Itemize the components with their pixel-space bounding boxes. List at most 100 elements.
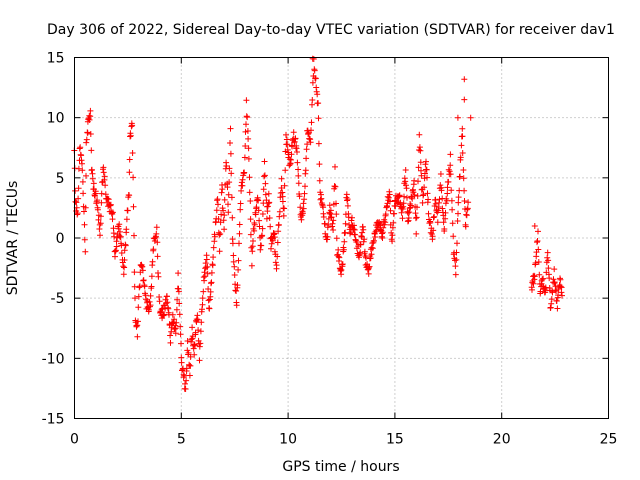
data-point [100, 169, 107, 176]
data-point [417, 147, 424, 154]
data-point [279, 198, 286, 205]
data-point [156, 298, 163, 305]
data-point [529, 286, 535, 293]
data-point [558, 284, 565, 291]
data-point [387, 198, 393, 205]
data-point [551, 266, 558, 273]
data-point [219, 186, 226, 193]
data-point [262, 191, 269, 198]
data-point [415, 164, 422, 171]
data-point [189, 324, 196, 331]
data-point [147, 302, 154, 309]
data-point [75, 165, 82, 172]
data-point [203, 256, 210, 263]
data-point [282, 167, 289, 174]
data-point [220, 207, 227, 214]
data-point [283, 131, 289, 138]
data-point [531, 273, 538, 280]
data-point [292, 135, 299, 142]
data-point [259, 225, 266, 232]
data-point [327, 207, 334, 214]
data-point [455, 210, 461, 217]
data-point [548, 300, 555, 307]
data-point [75, 185, 82, 192]
data-point [248, 244, 255, 251]
data-point [228, 194, 235, 201]
data-point [317, 196, 324, 203]
data-point [172, 330, 179, 337]
data-point [242, 143, 249, 149]
data-point [331, 183, 338, 190]
data-point [135, 293, 142, 300]
data-point [200, 288, 207, 295]
data-point [153, 224, 160, 231]
data-point [454, 240, 460, 247]
data-point [326, 202, 333, 209]
grid [74, 57, 609, 419]
data-point [288, 151, 295, 158]
x-tick-label: 0 [70, 432, 79, 448]
data-point [535, 246, 542, 253]
data-point [246, 174, 253, 181]
data-point [252, 211, 259, 218]
data-point [421, 184, 428, 191]
data-point [251, 221, 258, 228]
data-point [256, 223, 263, 230]
y-axis-label: SDTVAR / TECUs [5, 181, 21, 296]
data-point [309, 97, 316, 103]
data-point [255, 207, 262, 214]
data-point [341, 238, 348, 245]
data-point [422, 161, 429, 168]
data-point [275, 228, 282, 235]
data-point [107, 202, 114, 209]
data-point [117, 228, 123, 235]
data-point [147, 292, 154, 299]
data-point [298, 216, 305, 223]
data-point [454, 218, 461, 224]
y-tick-label: -15 [42, 412, 65, 428]
data-point [175, 288, 182, 295]
data-point [534, 238, 541, 244]
data-point [447, 171, 454, 178]
data-point [167, 332, 174, 339]
data-point [199, 295, 206, 302]
data-point [266, 199, 273, 206]
data-point [389, 232, 396, 239]
data-point [430, 227, 437, 234]
data-point [464, 206, 471, 213]
data-point [431, 213, 438, 220]
data-point [77, 144, 84, 151]
data-point [394, 200, 400, 207]
data-point [102, 182, 109, 189]
data-point [335, 246, 342, 253]
data-point [413, 214, 420, 221]
y-tick-label: -5 [51, 291, 65, 307]
data-point [459, 133, 466, 140]
data-point [448, 187, 455, 194]
data-point [201, 277, 208, 284]
data-point [171, 326, 178, 333]
data-point [301, 190, 308, 197]
data-point [442, 209, 449, 216]
data-point [221, 226, 228, 233]
data-point [414, 204, 420, 211]
data-point [333, 235, 340, 242]
data-point [127, 132, 134, 139]
data-point [211, 233, 218, 240]
data-point [347, 230, 353, 237]
data-point [410, 189, 417, 196]
data-point [281, 182, 288, 189]
data-point [539, 276, 546, 283]
data-point [86, 116, 93, 123]
data-point [109, 209, 116, 216]
data-point [153, 230, 160, 237]
data-point [197, 328, 204, 335]
data-point [191, 351, 198, 358]
data-point [267, 223, 274, 230]
data-point [403, 182, 409, 189]
data-point [462, 223, 469, 230]
data-point [411, 192, 418, 198]
data-point [164, 293, 170, 300]
data-point [96, 221, 103, 228]
data-point [452, 271, 459, 278]
